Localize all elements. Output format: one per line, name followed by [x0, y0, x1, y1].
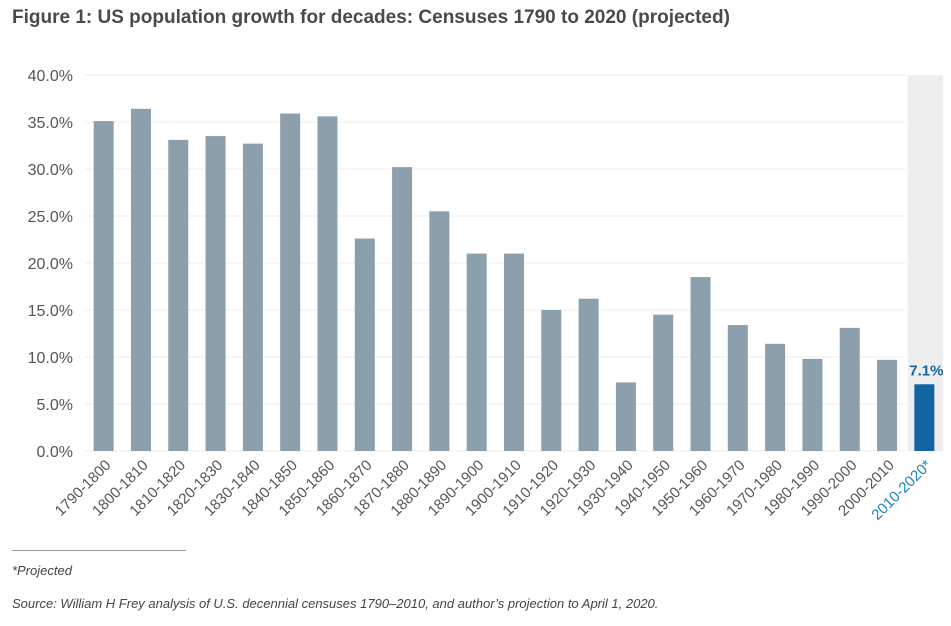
bar — [93, 121, 114, 451]
bar — [242, 143, 263, 451]
bars — [93, 108, 935, 452]
bar — [130, 108, 151, 451]
bar — [690, 277, 711, 451]
bar — [504, 253, 524, 451]
bar — [466, 253, 487, 451]
bar — [578, 298, 599, 451]
bar-chart: 0.0% 5.0% 10.0% 15.0% 20.0% 25.0% 30.0% 35.0% 40… — [28, 68, 944, 524]
footnote: *Projected — [12, 563, 72, 578]
bar — [280, 113, 301, 451]
bar — [914, 384, 935, 451]
y-axis-ticks: 0.0% 5.0% 10.0% 15.0% 20.0% 25.0% 30.0% 35.0% 40… — [28, 68, 73, 461]
y-tick-label: 30.0% — [28, 162, 73, 179]
bar — [839, 327, 860, 451]
projected-value-label: 7.1% — [909, 362, 943, 379]
bar — [354, 238, 375, 451]
bar — [168, 139, 189, 452]
bar — [802, 358, 823, 451]
x-axis-labels: 1790-18001800-18101810-18201820-18301830… — [52, 457, 936, 524]
bar — [317, 116, 338, 452]
y-tick-label: 35.0% — [28, 115, 73, 132]
source-note: Source: William H Frey analysis of U.S. … — [12, 596, 659, 611]
bar — [541, 310, 562, 451]
bar — [615, 382, 636, 451]
bar — [765, 343, 786, 451]
footnote-divider — [12, 550, 186, 551]
bar — [727, 325, 748, 451]
y-tick-label: 5.0% — [37, 397, 73, 414]
chart-title: Figure 1: US population growth for decad… — [12, 7, 730, 28]
bar — [392, 167, 413, 451]
bar — [205, 136, 226, 451]
y-tick-label: 0.0% — [37, 444, 73, 461]
bar — [877, 359, 898, 451]
y-tick-label: 20.0% — [28, 256, 73, 273]
y-tick-label: 40.0% — [28, 68, 73, 85]
y-tick-label: 25.0% — [28, 209, 73, 226]
y-tick-label: 10.0% — [28, 350, 73, 367]
y-tick-label: 15.0% — [28, 303, 73, 320]
bar — [653, 314, 674, 451]
bar — [429, 211, 450, 451]
annotations: 7.1% — [909, 362, 943, 379]
